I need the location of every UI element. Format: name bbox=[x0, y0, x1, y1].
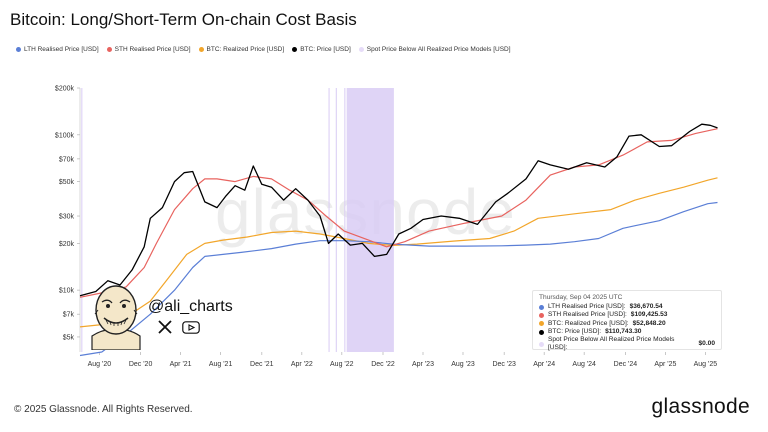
page-title: Bitcoin: Long/Short-Term On-chain Cost B… bbox=[10, 10, 357, 29]
tooltip-row: Spot Price Below All Realized Price Mode… bbox=[539, 336, 715, 353]
x-tick-label: Apr '23 bbox=[412, 361, 434, 368]
shaded-region bbox=[344, 88, 346, 352]
legend-item-price[interactable]: BTC: Price [USD] bbox=[292, 46, 351, 53]
x-tick-label: Apr '22 bbox=[291, 361, 313, 368]
x-tick-label: Dec '20 bbox=[129, 361, 153, 368]
legend-item-realized[interactable]: BTC: Realized Price [USD] bbox=[198, 46, 285, 53]
series-line bbox=[79, 177, 718, 328]
x-tick-label: Aug '20 bbox=[88, 361, 112, 368]
tooltip-dot bbox=[539, 329, 544, 335]
shaded-region bbox=[328, 88, 330, 352]
chart-legend: LTH Realised Price [USD] STH Realised Pr… bbox=[16, 46, 511, 53]
legend-label: STH Realised Price [USD] bbox=[114, 46, 191, 53]
y-tick-label: $5k bbox=[63, 334, 75, 341]
x-tick-label: Dec '22 bbox=[371, 361, 395, 368]
tooltip-dot bbox=[539, 321, 544, 327]
x-tick-label: Apr '21 bbox=[170, 361, 192, 368]
legend-label: BTC: Realized Price [USD] bbox=[206, 46, 285, 53]
y-tick-label: $30k bbox=[59, 214, 75, 221]
legend-dot bbox=[106, 47, 112, 52]
legend-item-lth[interactable]: LTH Realised Price [USD] bbox=[16, 46, 99, 53]
author-avatar bbox=[84, 284, 148, 351]
legend-dot bbox=[358, 47, 364, 52]
y-tick-label: $20k bbox=[59, 241, 75, 248]
legend-item-spot-below[interactable]: Spot Price Below All Realized Price Mode… bbox=[358, 46, 511, 53]
x-tick-label: Aug '23 bbox=[451, 361, 475, 368]
shaded-region bbox=[346, 88, 394, 352]
x-tick-label: Aug '24 bbox=[572, 361, 596, 368]
tooltip-row: BTC: Price [USD]: $110,743.30 bbox=[539, 328, 715, 336]
brand-logo: glassnode bbox=[651, 395, 750, 418]
x-icon[interactable] bbox=[158, 320, 172, 334]
legend-label: BTC: Price [USD] bbox=[300, 46, 351, 53]
legend-dot bbox=[292, 47, 298, 52]
legend-dot bbox=[16, 47, 21, 52]
tooltip-value: $0.00 bbox=[698, 340, 715, 348]
social-links bbox=[158, 320, 200, 334]
legend-dot bbox=[198, 47, 204, 52]
tooltip-label: BTC: Price [USD]: bbox=[548, 327, 602, 335]
y-tick-label: $200k bbox=[55, 86, 75, 93]
shaded-region bbox=[335, 88, 337, 352]
x-tick-label: Aug '22 bbox=[330, 361, 354, 368]
x-tick-label: Dec '24 bbox=[614, 361, 638, 368]
y-tick-label: $100k bbox=[55, 132, 75, 139]
x-tick-label: Apr '24 bbox=[533, 361, 555, 368]
legend-label: Spot Price Below All Realized Price Mode… bbox=[366, 46, 511, 53]
tooltip-dot bbox=[539, 312, 544, 318]
tooltip-value: $36,670.54 bbox=[629, 303, 663, 310]
youtube-icon[interactable] bbox=[182, 320, 200, 334]
tooltip-label: BTC: Realized Price [USD]: bbox=[548, 319, 629, 327]
tooltip-dot bbox=[539, 341, 544, 347]
author-handle: @ali_charts bbox=[148, 298, 233, 315]
x-tick-label: Dec '23 bbox=[492, 361, 516, 368]
copyright: © 2025 Glassnode. All Rights Reserved. bbox=[14, 404, 193, 415]
tooltip-row: STH Realised Price [USD]: $109,425.53 bbox=[539, 311, 715, 319]
legend-label: LTH Realised Price [USD] bbox=[24, 46, 99, 53]
y-tick-label: $70k bbox=[59, 156, 75, 163]
tooltip-label: Spot Price Below All Realized Price Mode… bbox=[547, 336, 675, 352]
series-line bbox=[79, 201, 718, 357]
x-tick-label: Dec '21 bbox=[250, 361, 274, 368]
shaded-region bbox=[81, 88, 83, 352]
tooltip-date: Thursday, Sep 04 2025 UTC bbox=[539, 294, 623, 301]
y-tick-label: $10k bbox=[59, 288, 75, 295]
tooltip-value: $109,425.53 bbox=[630, 311, 668, 319]
tooltip-label: LTH Realised Price [USD]: bbox=[548, 303, 626, 310]
y-tick-label: $7k bbox=[63, 312, 75, 319]
y-tick-label: $50k bbox=[59, 179, 75, 186]
x-tick-label: Apr '25 bbox=[654, 361, 676, 368]
tooltip-value: $110,743.30 bbox=[605, 327, 642, 335]
tooltip-value: $52,848.20 bbox=[632, 319, 666, 327]
x-tick-label: Aug '25 bbox=[694, 361, 718, 368]
tooltip-row: BTC: Realized Price [USD]: $52,848.20 bbox=[539, 320, 715, 328]
tooltip-row: LTH Realised Price [USD]: $36,670.54 bbox=[539, 303, 715, 311]
tooltip-dot bbox=[539, 304, 544, 310]
legend-item-sth[interactable]: STH Realised Price [USD] bbox=[106, 46, 191, 53]
series-line bbox=[79, 128, 718, 298]
data-tooltip: Thursday, Sep 04 2025 UTC LTH Realised P… bbox=[532, 290, 722, 353]
x-tick-label: Aug '21 bbox=[209, 361, 233, 368]
series-line bbox=[79, 123, 718, 297]
tooltip-label: STH Realised Price [USD]: bbox=[548, 311, 627, 319]
